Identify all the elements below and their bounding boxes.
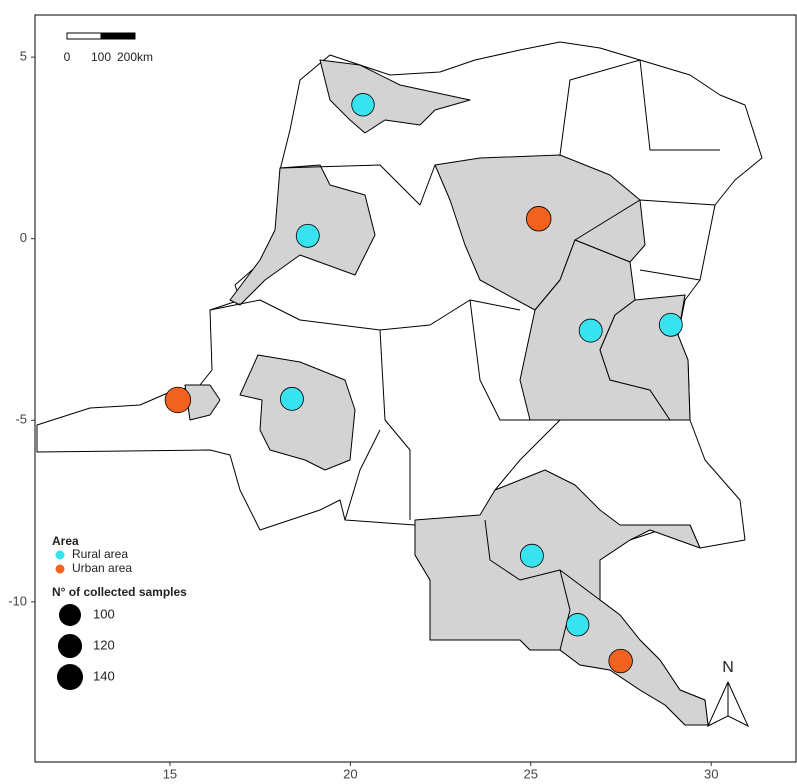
north-arrow-right [727, 681, 750, 728]
legend-label: Urban area [72, 561, 132, 575]
x-tick-label: 20 [343, 766, 357, 781]
legend-marker [55, 550, 65, 560]
scale-label: 200km [117, 50, 153, 64]
sample-point [578, 318, 603, 343]
legend-marker [55, 564, 65, 574]
x-tick-label: 30 [704, 766, 718, 781]
province [414, 469, 709, 726]
sample-point [658, 312, 683, 337]
province-border [209, 59, 720, 651]
scale-bar: 0 100 200km [64, 32, 153, 64]
y-tick-label: 5 [20, 49, 27, 64]
y-tick-label: -10 [8, 593, 27, 608]
size-legend-marker [57, 633, 83, 659]
scale-label: 0 [64, 50, 71, 64]
sample-point [164, 386, 192, 414]
sample-point [519, 543, 544, 568]
province [239, 354, 356, 471]
north-arrow: N [706, 659, 750, 728]
size-legend-label: 120 [93, 637, 115, 652]
y-tick-label: -5 [15, 412, 27, 427]
x-tick-label: 25 [524, 766, 538, 781]
sample-point [279, 386, 304, 411]
legend-title: Area [52, 534, 79, 548]
north-label: N [722, 659, 734, 676]
sample-point [526, 206, 552, 232]
scale-label: 100 [91, 50, 111, 64]
size-legend-title: N° of collected samples [52, 585, 187, 599]
y-tick-label: 0 [20, 230, 27, 245]
sample-point [351, 93, 375, 117]
scale-segment [100, 32, 136, 40]
sample-point [566, 613, 590, 637]
province [184, 384, 221, 421]
size-legend-marker [59, 604, 81, 626]
size-legend-marker [56, 663, 84, 691]
size-legend-label: 140 [93, 668, 115, 683]
legend-label: Rural area [72, 547, 128, 561]
sample-point [608, 648, 633, 674]
x-tick-label: 15 [163, 766, 177, 781]
scale-segment [66, 32, 102, 40]
size-legend-label: 100 [93, 606, 115, 621]
sample-point [295, 223, 320, 248]
